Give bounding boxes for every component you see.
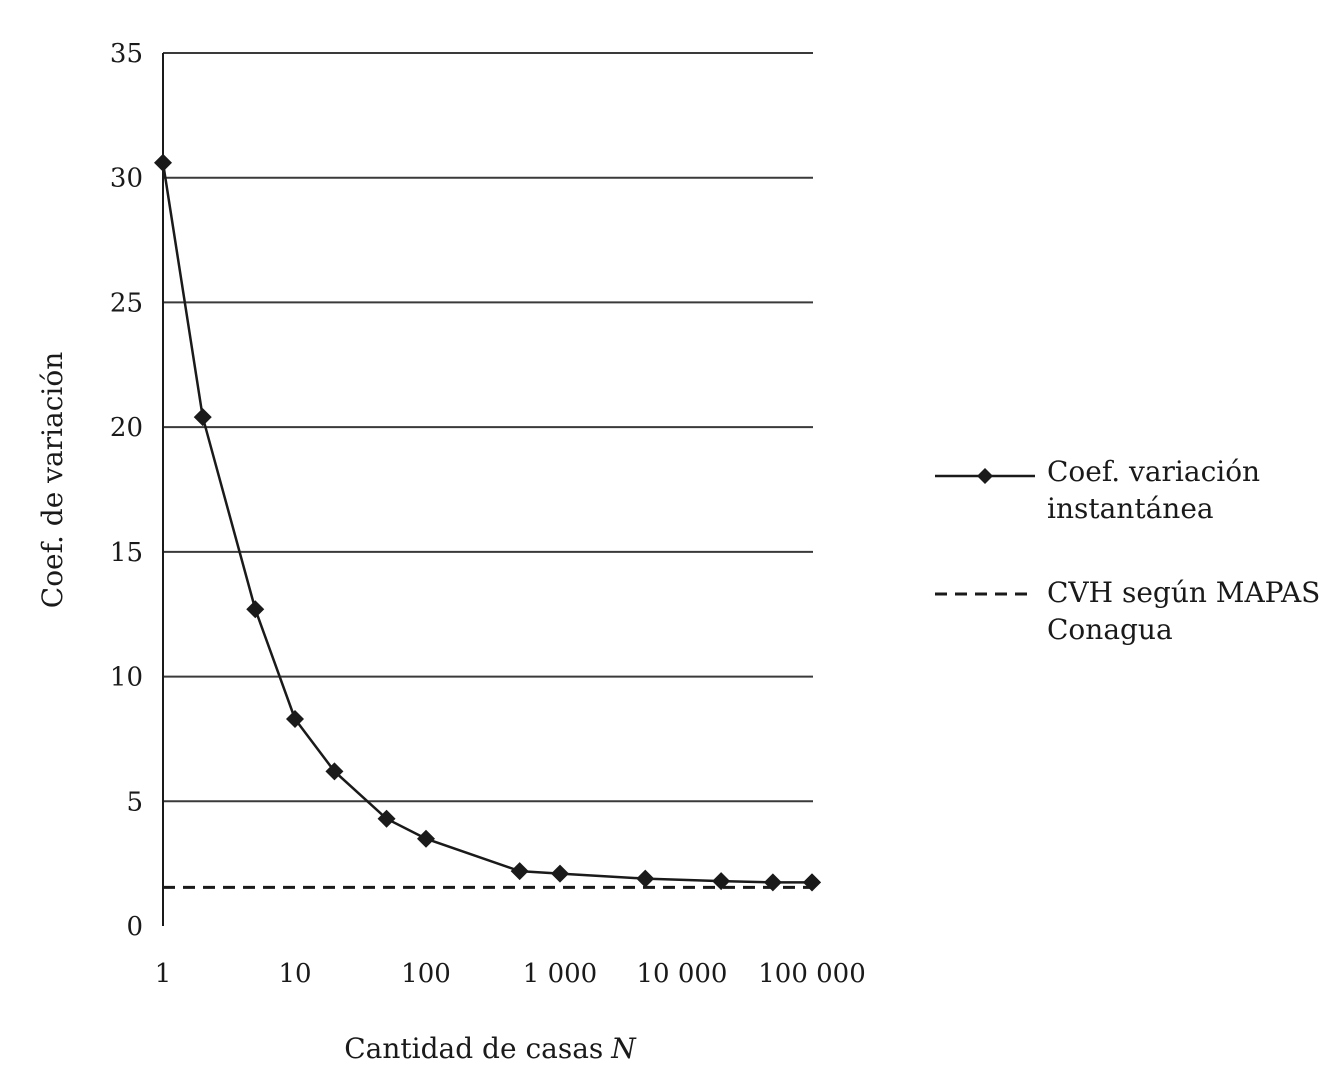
x-tick-label: 1 000 [523,959,597,989]
data-point-diamond [417,829,435,848]
legend-label-line1: Coef. variación [1047,455,1260,488]
x-axis-label-text: Cantidad de casas [344,1032,603,1065]
series-line-instantaneous [161,162,812,884]
y-tick-label: 5 [126,787,143,817]
x-tick-label: 10 000 [637,959,728,989]
x-tick-labels: 1 10 100 1 000 10 000 100 000 [155,959,866,989]
y-axis-label: Coef. de variación [36,352,69,608]
data-point-diamond [193,408,212,427]
data-point-diamond [286,709,304,728]
y-tick-labels: 0 5 10 15 20 25 30 35 [110,39,143,942]
legend-item-mapas: CVH según MAPAS Conagua [935,576,1320,646]
data-point-diamond [510,862,529,881]
data-point-diamond [154,153,172,172]
data-point-diamond [551,864,569,883]
data-point-diamond [636,869,655,888]
legend-label-line2: instantánea [1047,492,1214,525]
legend-item-instantaneous: Coef. variación instantánea [935,455,1260,525]
data-point-diamond [325,762,344,781]
grid-lines [163,52,813,803]
data-point-diamond [246,600,265,619]
legend-label-line1: CVH según MAPAS [1047,576,1320,609]
y-tick-label: 25 [110,288,143,318]
x-tick-label: 1 [155,959,172,989]
series-layer [154,153,821,892]
data-point-diamond [712,872,731,891]
x-tick-label: 10 [278,959,311,989]
y-tick-label: 10 [110,663,143,693]
legend: Coef. variación instantánea CVH según MA… [935,455,1320,646]
x-axis-label-var: N [610,1032,637,1065]
y-tick-label: 30 [110,164,143,194]
legend-diamond-marker [977,468,993,484]
x-tick-label: 100 [401,959,451,989]
y-tick-label: 35 [110,39,143,69]
y-tick-label: 20 [110,413,143,443]
data-point-diamond [377,809,396,828]
x-tick-label: 100 000 [758,959,866,989]
legend-label-line2: Conagua [1047,613,1173,646]
x-axis-label: Cantidad de casas N [344,1032,637,1065]
y-tick-label: 0 [126,912,143,942]
y-tick-label: 15 [110,538,143,568]
